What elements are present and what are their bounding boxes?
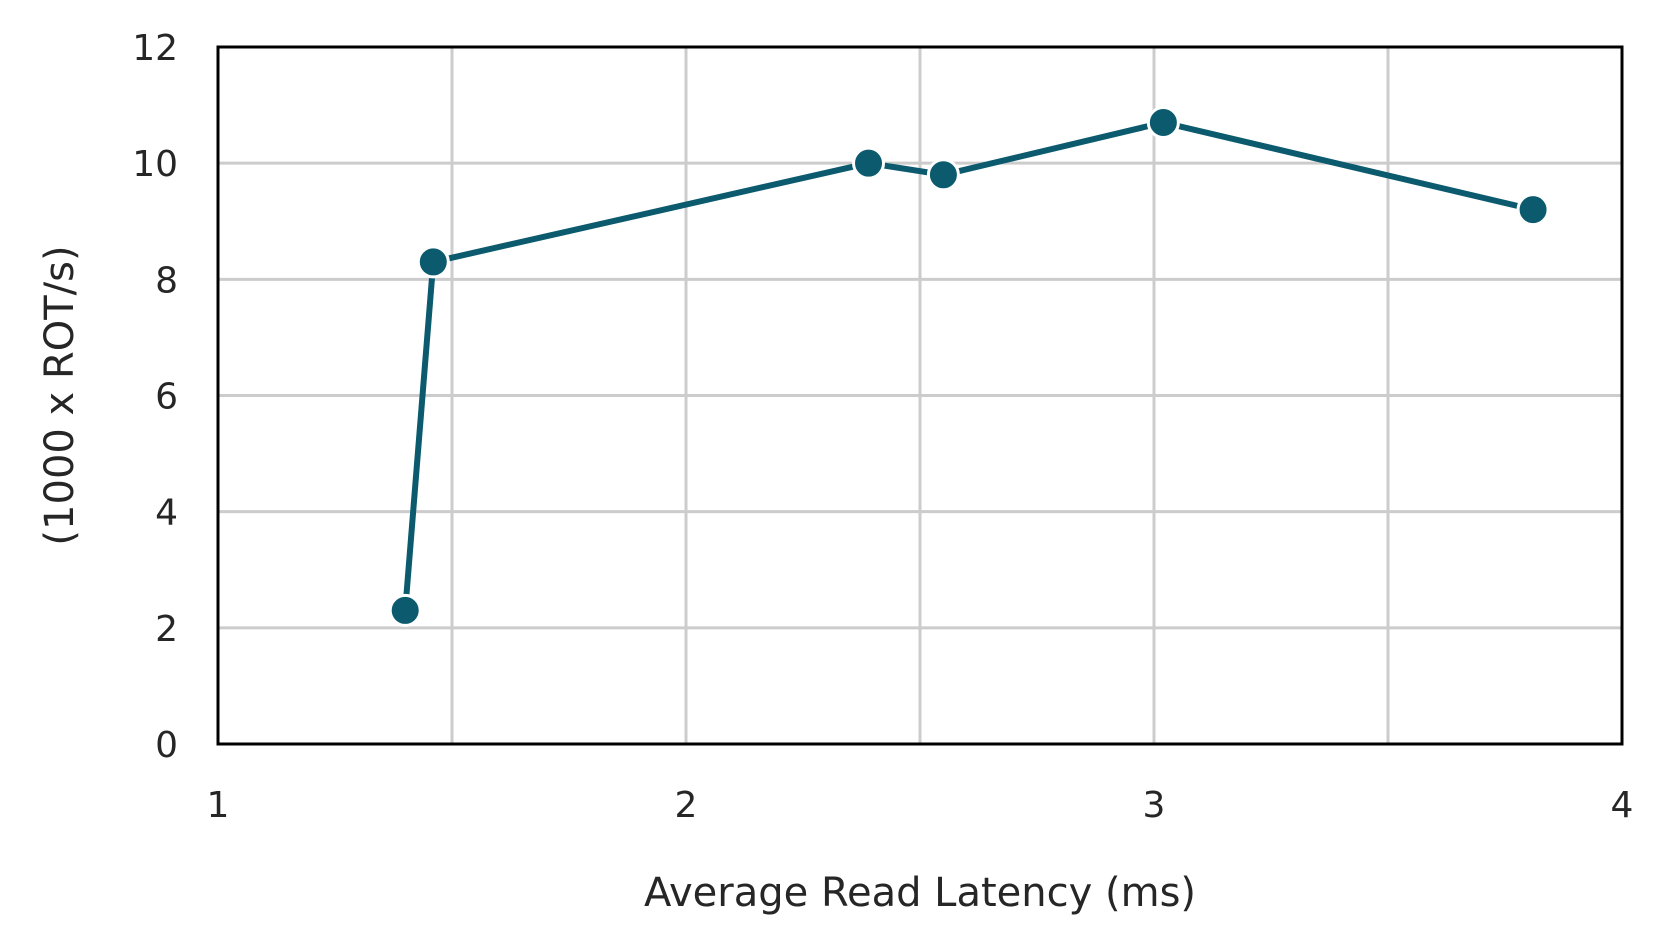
grid-lines — [218, 47, 1622, 744]
series-layer — [388, 106, 1550, 627]
data-point — [1516, 193, 1550, 227]
plot-frame — [216, 45, 1624, 746]
x-tick-label: 4 — [1611, 785, 1634, 826]
x-tick-label: 2 — [675, 785, 698, 826]
data-point — [1146, 106, 1180, 140]
x-tick-label: 1 — [207, 785, 230, 826]
data-point — [388, 593, 422, 627]
y-tick-label: 0 — [155, 725, 178, 766]
y-tick-label: 8 — [155, 260, 178, 301]
x-axis-label: Average Read Latency (ms) — [644, 870, 1196, 916]
data-point — [852, 146, 886, 180]
y-tick-label: 10 — [132, 144, 178, 185]
data-point — [416, 245, 450, 279]
x-tick-label: 3 — [1143, 785, 1166, 826]
series-line — [402, 119, 1537, 614]
y-tick-label: 2 — [155, 609, 178, 650]
y-axis-label: (1000 x ROT/s) — [37, 245, 83, 545]
data-point — [926, 158, 960, 192]
y-tick-label: 4 — [155, 493, 178, 534]
y-tick-label: 6 — [155, 377, 178, 418]
y-tick-label: 12 — [132, 28, 178, 69]
